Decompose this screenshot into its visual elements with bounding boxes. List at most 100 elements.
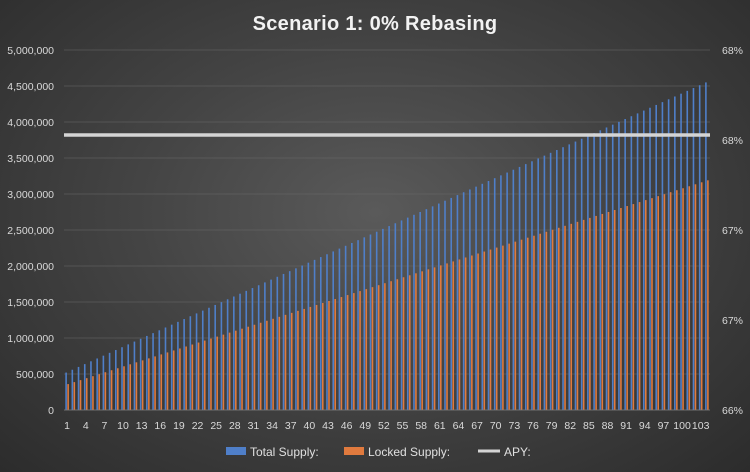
bar-locked-supply bbox=[638, 202, 641, 410]
bar-locked-supply bbox=[607, 211, 610, 410]
legend-swatch-total-supply bbox=[226, 447, 246, 455]
x-tick-label: 7 bbox=[101, 420, 107, 432]
x-tick-label: 34 bbox=[266, 420, 278, 432]
bar-locked-supply bbox=[222, 334, 225, 410]
bar-total-supply bbox=[425, 209, 428, 410]
legend-label-locked-supply: Locked Supply: bbox=[368, 445, 450, 459]
bar-total-supply bbox=[382, 228, 384, 410]
bar-total-supply bbox=[698, 85, 701, 410]
x-tick-label: 10 bbox=[117, 420, 129, 432]
bar-total-supply bbox=[475, 186, 477, 410]
x-tick-label: 94 bbox=[639, 420, 651, 432]
bar-total-supply bbox=[605, 127, 608, 411]
bar-locked-supply bbox=[172, 350, 175, 410]
bar-locked-supply bbox=[67, 384, 69, 410]
bar-locked-supply bbox=[141, 360, 144, 410]
bar-total-supply bbox=[146, 335, 148, 410]
bar-total-supply bbox=[419, 211, 421, 410]
bar-locked-supply bbox=[508, 243, 510, 410]
bar-total-supply bbox=[531, 161, 533, 410]
bar-total-supply bbox=[394, 223, 397, 410]
bar-locked-supply bbox=[79, 380, 82, 410]
bar-locked-supply bbox=[626, 206, 628, 410]
bar-locked-supply bbox=[589, 217, 591, 410]
x-tick-label: 52 bbox=[378, 420, 390, 432]
bar-total-supply bbox=[276, 276, 279, 410]
bar-total-supply bbox=[270, 279, 272, 410]
bar-total-supply bbox=[102, 355, 105, 410]
bar-locked-supply bbox=[241, 328, 243, 410]
bar-locked-supply bbox=[377, 285, 380, 410]
x-tick-label: 1 bbox=[64, 420, 70, 432]
bar-locked-supply bbox=[682, 188, 684, 410]
bar-total-supply bbox=[437, 203, 440, 410]
bar-total-supply bbox=[363, 237, 366, 410]
bar-locked-supply bbox=[85, 378, 88, 410]
bar-locked-supply bbox=[694, 184, 697, 410]
x-tick-label: 25 bbox=[210, 420, 222, 432]
bar-total-supply bbox=[661, 102, 664, 410]
bar-locked-supply bbox=[228, 332, 231, 410]
bar-total-supply bbox=[686, 90, 689, 411]
y-right-tick-label: 68% bbox=[722, 45, 743, 57]
x-tick-label: 37 bbox=[285, 420, 297, 432]
bar-total-supply bbox=[562, 147, 564, 411]
y-left-tick-label: 2,000,000 bbox=[7, 261, 54, 273]
chart-title: Scenario 1: 0% Rebasing bbox=[253, 13, 498, 35]
x-tick-label: 103 bbox=[692, 420, 710, 432]
bar-total-supply bbox=[220, 302, 223, 410]
bar-locked-supply bbox=[359, 291, 361, 410]
bar-locked-supply bbox=[272, 318, 274, 410]
bar-locked-supply bbox=[427, 269, 430, 410]
x-tick-label: 100 bbox=[673, 420, 691, 432]
bar-total-supply bbox=[214, 304, 216, 410]
bar-locked-supply bbox=[123, 366, 125, 410]
bar-total-supply bbox=[568, 144, 571, 410]
bar-locked-supply bbox=[340, 297, 343, 410]
x-tick-label: 31 bbox=[248, 420, 260, 432]
bar-total-supply bbox=[357, 240, 359, 410]
bar-total-supply bbox=[624, 119, 626, 411]
x-tick-label: 22 bbox=[192, 420, 204, 432]
y-right-tick-label: 67% bbox=[722, 315, 743, 327]
x-tick-label: 4 bbox=[83, 420, 89, 432]
bar-locked-supply bbox=[676, 190, 678, 410]
bar-locked-supply bbox=[601, 213, 604, 410]
bar-total-supply bbox=[127, 344, 130, 410]
bar-locked-supply bbox=[135, 362, 138, 410]
legend-label-total-supply: Total Supply: bbox=[250, 445, 319, 459]
bar-locked-supply bbox=[154, 356, 156, 410]
x-tick-label: 67 bbox=[471, 420, 483, 432]
bar-total-supply bbox=[152, 333, 154, 410]
bar-total-supply bbox=[96, 358, 98, 410]
bar-locked-supply bbox=[458, 259, 461, 410]
bar-total-supply bbox=[282, 273, 285, 410]
x-tick-label: 82 bbox=[564, 420, 576, 432]
bar-total-supply bbox=[593, 133, 595, 410]
bar-locked-supply bbox=[116, 368, 119, 410]
bar-locked-supply bbox=[452, 261, 455, 410]
bar-total-supply bbox=[251, 288, 254, 410]
bar-locked-supply bbox=[514, 241, 517, 410]
bar-total-supply bbox=[537, 158, 539, 410]
bar-locked-supply bbox=[297, 310, 299, 410]
bar-locked-supply bbox=[669, 192, 672, 410]
x-tick-label: 85 bbox=[583, 420, 595, 432]
bar-locked-supply bbox=[92, 376, 94, 410]
bar-total-supply bbox=[450, 197, 453, 410]
bar-total-supply bbox=[158, 330, 161, 410]
bar-total-supply bbox=[170, 324, 173, 410]
bar-total-supply bbox=[264, 282, 266, 410]
bar-locked-supply bbox=[290, 312, 293, 410]
bar-locked-supply bbox=[433, 267, 436, 410]
x-tick-label: 61 bbox=[434, 420, 446, 432]
bar-total-supply bbox=[183, 319, 185, 410]
bar-locked-supply bbox=[98, 374, 100, 410]
bar-locked-supply bbox=[613, 209, 616, 410]
bar-total-supply bbox=[543, 155, 546, 410]
bar-total-supply bbox=[139, 338, 142, 410]
bar-total-supply bbox=[177, 321, 179, 410]
bar-locked-supply bbox=[259, 322, 262, 410]
bar-total-supply bbox=[599, 130, 602, 411]
